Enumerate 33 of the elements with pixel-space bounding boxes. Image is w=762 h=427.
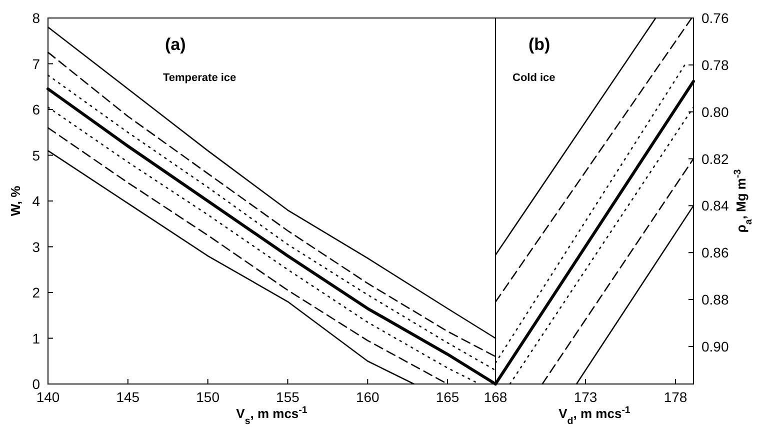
x-axis-title: V$_{s}$, m mcs$^{-1}$ [236,404,308,426]
x-axis-title: V$_{d}$, m mcs$^{-1}$ [558,404,631,426]
x-tick-label: 160 [356,389,380,405]
y-tick-label: 2 [32,284,40,300]
y2-tick-label: 0.86 [702,244,729,261]
y2-tick-label: 0.80 [702,104,729,120]
y-tick-label: 3 [32,238,40,255]
x-tick-label: 173 [574,389,598,405]
x-tick-label: 168 [484,389,508,405]
y-tick-label: 0 [32,376,40,392]
y-tick-label: 1 [32,330,40,346]
x-tick-label: 178 [664,389,688,405]
x-tick-label: 150 [196,389,220,405]
x-tick-label: 145 [116,389,140,405]
y-tick-label: 7 [32,56,40,72]
x-tick-label: 165 [436,389,460,405]
y2-tick-label: 0.78 [702,56,729,73]
y2-tick-label: 0.90 [702,338,729,354]
y2-tick-label: 0.76 [702,10,729,26]
y-tick-label: 4 [32,193,40,209]
annotation: (b) [528,35,550,54]
annotation: Temperate ice [163,72,236,84]
y-tick-label: 6 [32,102,40,118]
annotation: Cold ice [512,72,556,84]
y-tick-label: 5 [32,147,40,164]
y2-tick-label: 0.82 [702,150,729,167]
y-tick-label: 8 [32,10,40,26]
y2-tick-label: 0.88 [702,292,729,308]
x-tick-label: 155 [276,389,300,405]
y-axis-title: W, % [8,185,23,216]
annotation: (a) [165,35,186,54]
y2-tick-label: 0.84 [702,198,729,214]
x-tick-label: 140 [36,389,60,405]
